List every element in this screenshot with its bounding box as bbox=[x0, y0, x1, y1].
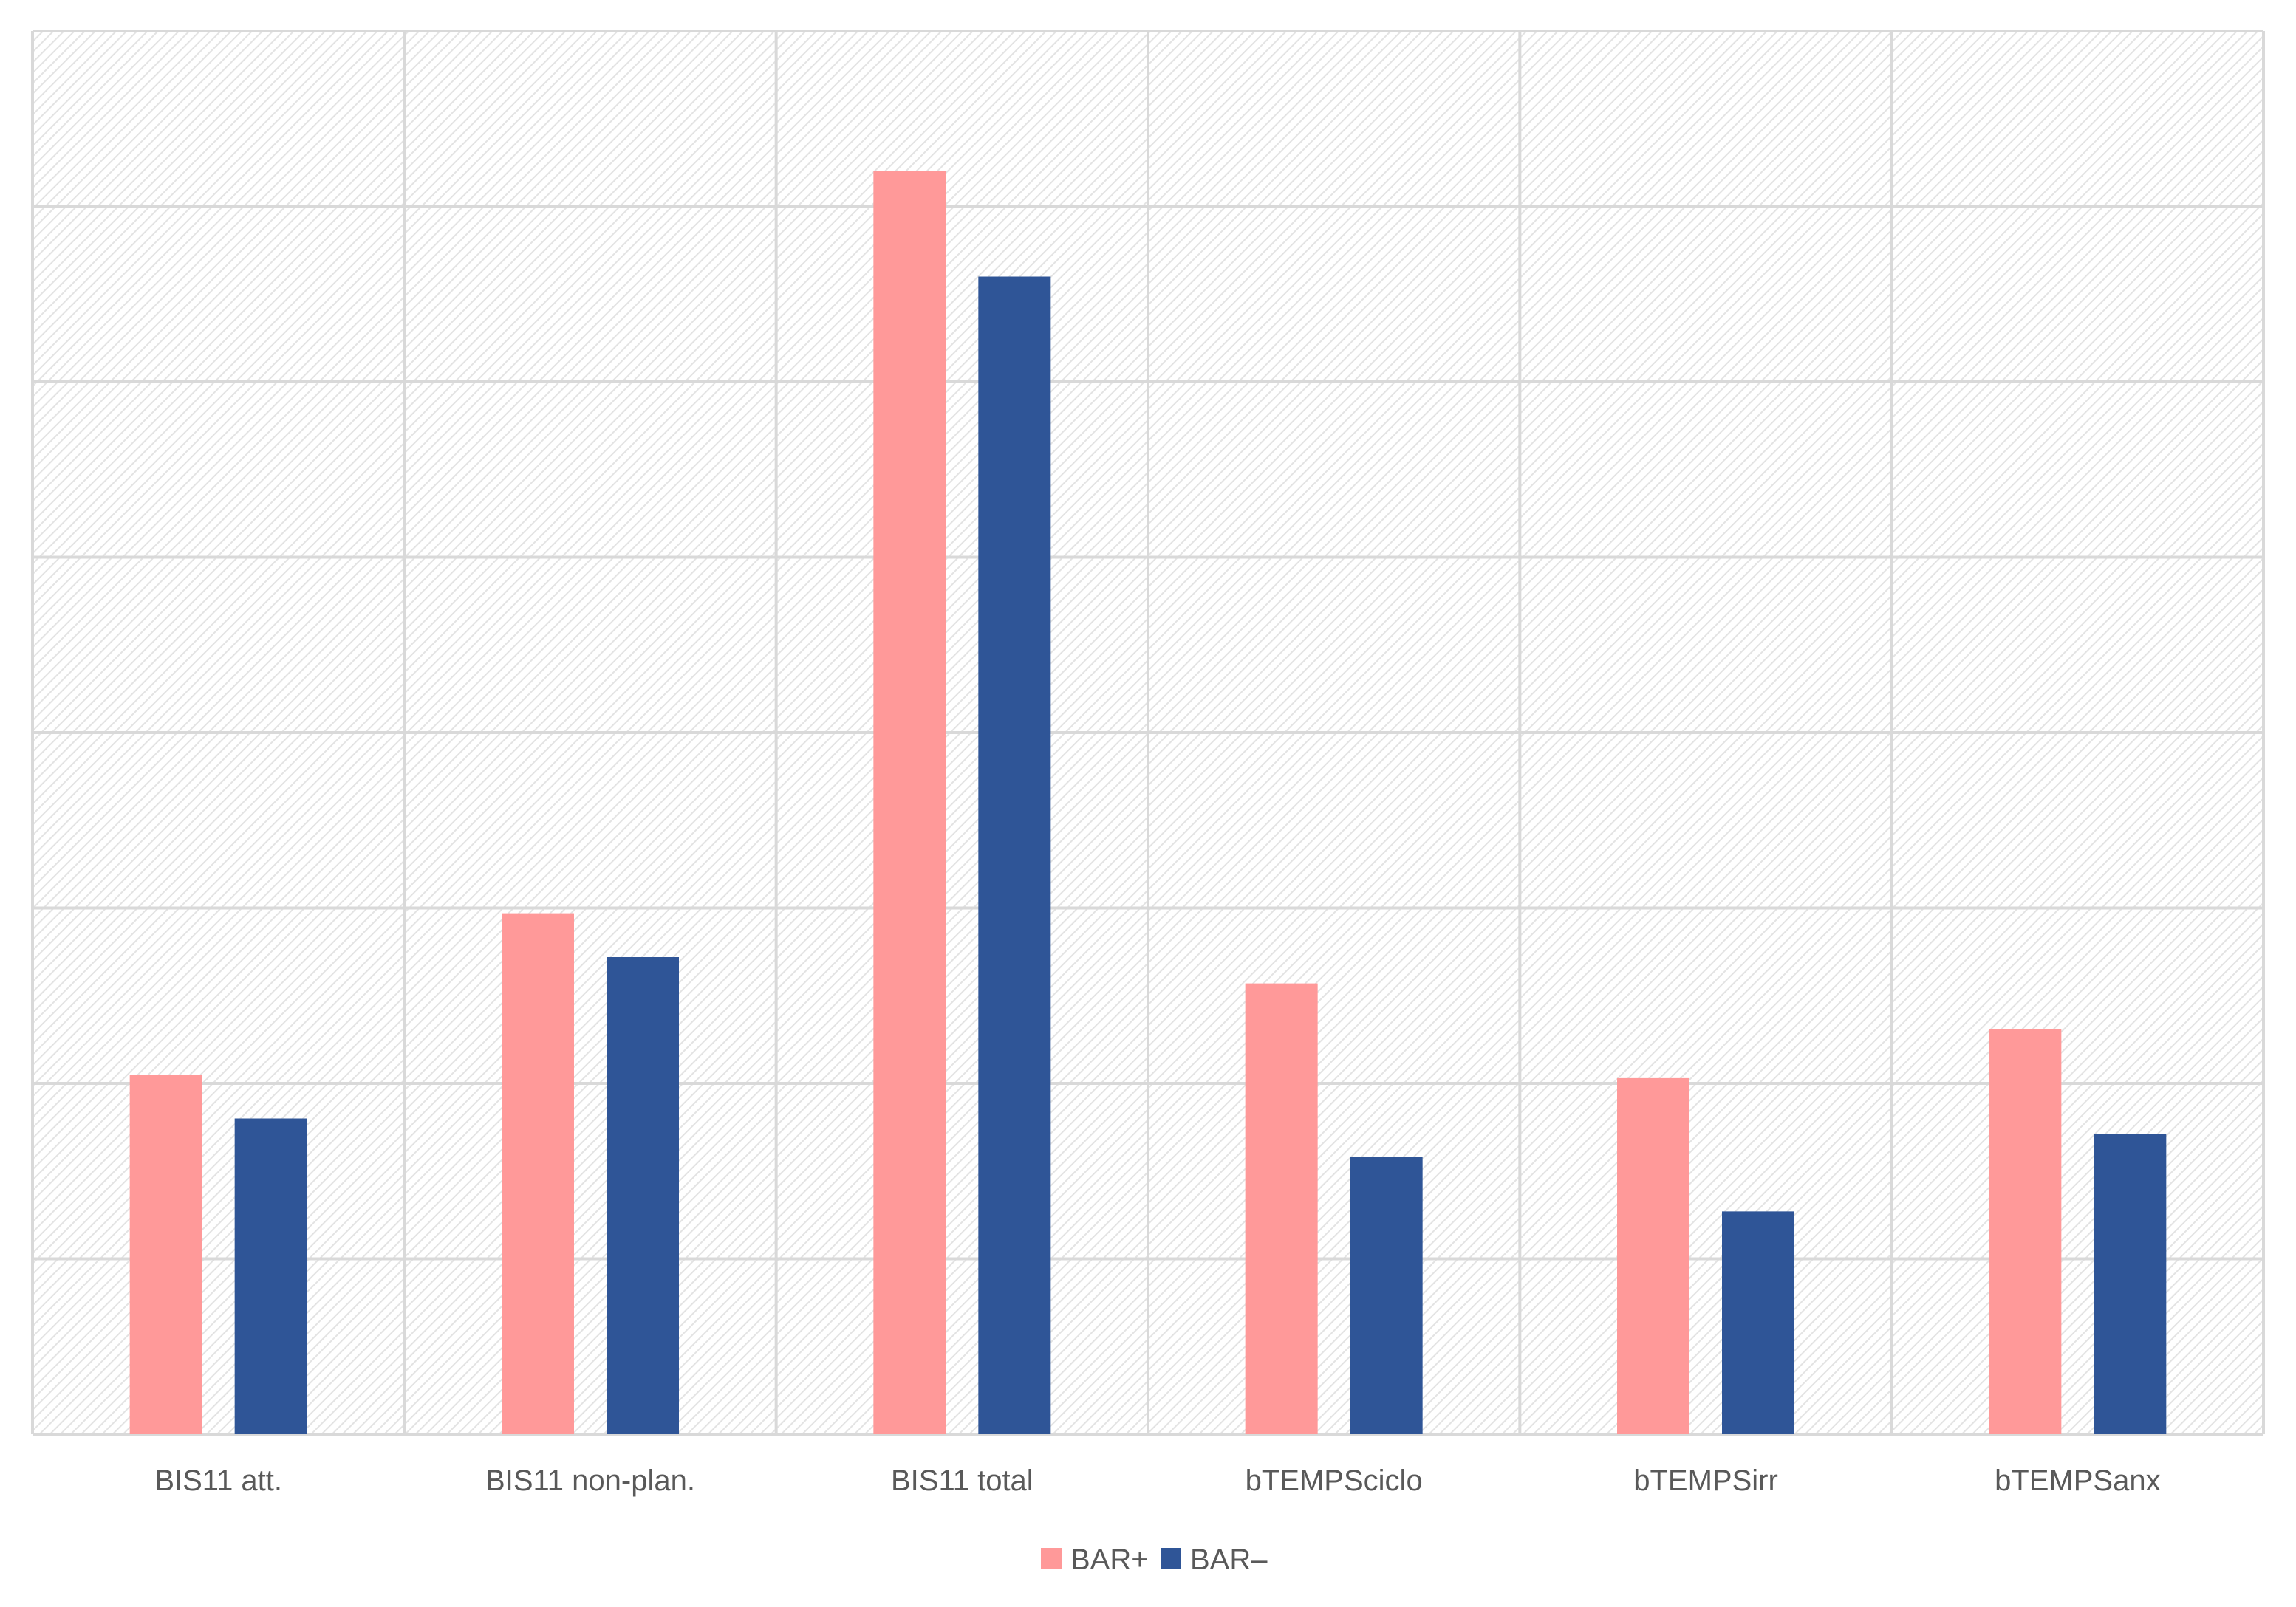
bar bbox=[1245, 983, 1318, 1434]
bar bbox=[607, 957, 679, 1434]
category-labels: BIS11 att. BIS11 non-plan. BIS11 total bTEM… bbox=[154, 1464, 2160, 1497]
bar bbox=[978, 276, 1051, 1434]
legend-swatch bbox=[1161, 1548, 1181, 1569]
bar bbox=[2094, 1134, 2167, 1434]
bar bbox=[1350, 1157, 1423, 1434]
bars bbox=[129, 171, 2167, 1434]
category-tick-label: BIS11 non-plan. bbox=[485, 1464, 695, 1497]
bar bbox=[234, 1118, 307, 1434]
bar bbox=[1722, 1211, 1794, 1434]
bar bbox=[502, 913, 574, 1434]
legend-label: BAR– bbox=[1190, 1543, 1268, 1576]
category-tick-label: BIS11 total bbox=[891, 1464, 1033, 1497]
legend-label: BAR+ bbox=[1070, 1543, 1149, 1576]
bar bbox=[1989, 1029, 2062, 1434]
bar bbox=[1617, 1077, 1689, 1434]
bar bbox=[873, 171, 946, 1434]
category-tick-label: bTEMPSanx bbox=[1995, 1464, 2161, 1497]
category-tick-label: bTEMPSirr bbox=[1633, 1464, 1778, 1497]
legend-swatch bbox=[1041, 1548, 1062, 1569]
grid bbox=[31, 30, 2265, 1436]
legend: BAR+ BAR– bbox=[1041, 1543, 1268, 1576]
bar bbox=[129, 1075, 202, 1434]
category-tick-label: BIS11 att. bbox=[154, 1464, 282, 1497]
category-tick-label: bTEMPSciclo bbox=[1246, 1464, 1423, 1497]
